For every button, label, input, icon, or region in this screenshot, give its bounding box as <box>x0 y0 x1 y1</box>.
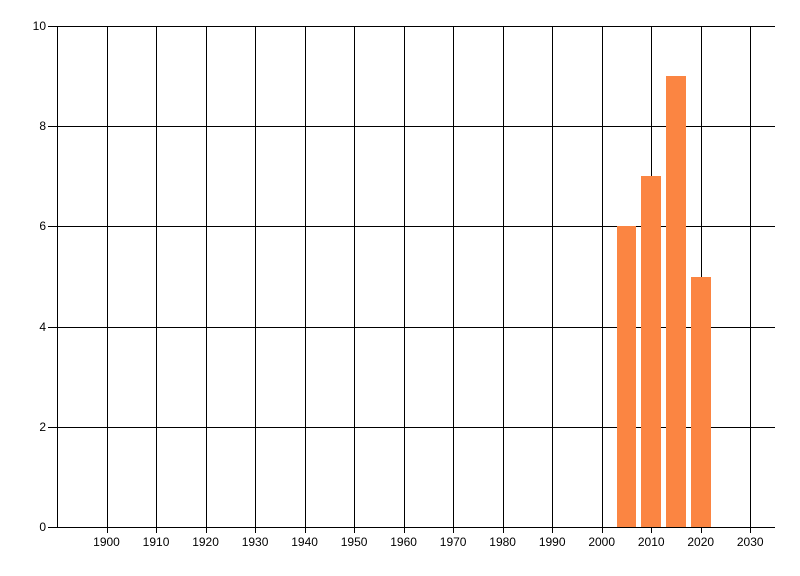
y-tick-label-8: 8 <box>39 119 46 134</box>
bar-2005 <box>616 226 637 527</box>
x-gridline-1960 <box>403 26 405 533</box>
x-tick-label-1990: 1990 <box>538 535 566 549</box>
bar-2010 <box>641 176 662 527</box>
y-tick-label-2: 2 <box>39 419 46 434</box>
x-tick-label-1910: 1910 <box>142 535 170 549</box>
x-tick-label-1950: 1950 <box>340 535 368 549</box>
y-gridline-10 <box>48 26 775 27</box>
x-tick-label-1980: 1980 <box>489 535 516 549</box>
x-tick-label-2010: 2010 <box>637 535 665 549</box>
y-axis-line <box>57 26 58 527</box>
y-gridline-8 <box>48 126 775 128</box>
x-gridline-1910 <box>156 26 158 533</box>
y-gridline-2 <box>48 426 775 428</box>
x-gridline-1900 <box>106 26 108 533</box>
x-gridline-1930 <box>255 26 257 533</box>
x-tick-label-2000: 2000 <box>588 535 616 549</box>
y-tick-label-4: 4 <box>39 319 46 334</box>
x-tick-label-1900: 1900 <box>93 535 120 549</box>
y-tick-label-0: 0 <box>39 520 46 534</box>
bar-2015 <box>666 76 686 527</box>
x-gridline-1920 <box>205 26 207 533</box>
y-tick-label-10: 10 <box>32 19 46 33</box>
y-gridline-6 <box>48 226 775 228</box>
x-gridline-1970 <box>453 26 455 533</box>
x-tick-label-1960: 1960 <box>390 535 417 549</box>
y-gridline-4 <box>48 326 775 328</box>
x-tick-label-1970: 1970 <box>439 535 467 549</box>
x-gridline-2030 <box>750 26 752 533</box>
x-tick-label-1920: 1920 <box>192 535 219 549</box>
x-tick-label-1940: 1940 <box>291 535 318 549</box>
y-gridline-0 <box>48 527 775 528</box>
x-tick-label-2030: 2030 <box>736 535 764 549</box>
x-gridline-1940 <box>304 26 306 533</box>
y-tick-label-6: 6 <box>39 219 46 234</box>
x-gridline-1950 <box>354 26 356 533</box>
x-gridline-1990 <box>552 26 554 533</box>
bar-2020 <box>690 276 711 527</box>
x-gridline-1980 <box>502 26 504 533</box>
x-tick-label-1930: 1930 <box>241 535 269 549</box>
x-gridline-2000 <box>601 26 603 533</box>
x-tick-label-2020: 2020 <box>687 535 715 549</box>
